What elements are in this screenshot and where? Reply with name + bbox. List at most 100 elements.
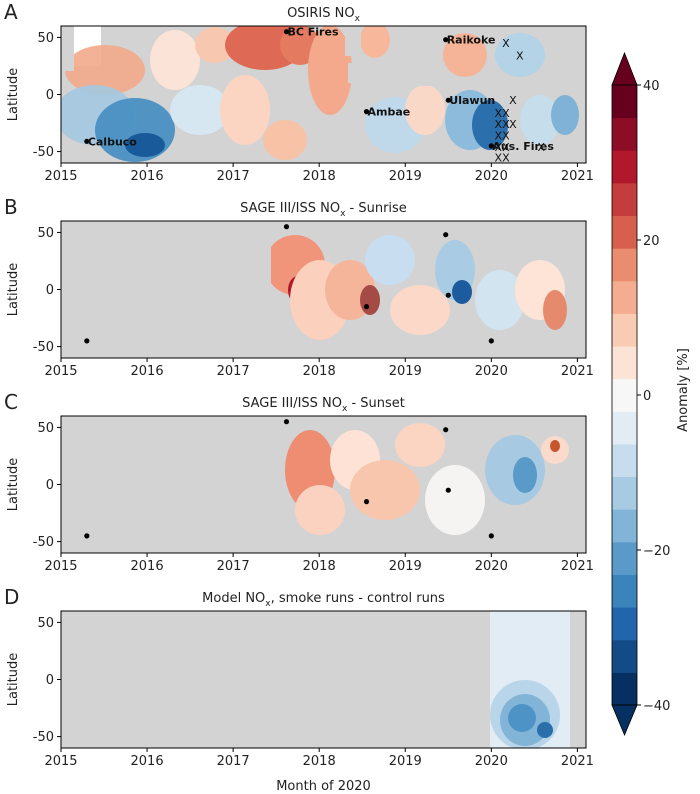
x-axis-label: Month of 2020: [276, 779, 371, 794]
x-marker: X: [494, 151, 502, 164]
panel-a-anomaly-field: [61, 26, 579, 162]
event-marker: [443, 37, 449, 43]
event-marker: [488, 338, 494, 344]
event-marker: [84, 338, 90, 344]
x-tick-label: 2020: [475, 169, 508, 184]
x-tick-label: 2021: [561, 169, 594, 184]
colorbar-segment: [612, 280, 637, 314]
panel-c-anomaly-field: [61, 416, 586, 553]
event-marker: [488, 143, 494, 149]
event-label: Raikoke: [447, 34, 496, 47]
colorbar-segment: [612, 541, 637, 575]
events-layer: Calbuco BC Fires Ambae Raikoke Ulawun Aus. Fi…: [84, 26, 554, 539]
event-label: Ulawun: [449, 94, 495, 107]
colorbar-segment: [612, 117, 637, 151]
colorbar-segment: [612, 411, 637, 445]
panel-letter-d: D: [4, 585, 19, 609]
y-tick-label: -50: [33, 145, 54, 160]
x-tick-label: 2019: [389, 169, 422, 184]
x-tick-label: 2018: [303, 754, 336, 769]
x-marker: X: [494, 118, 502, 131]
x-tick-label: 2015: [44, 754, 77, 769]
colorbar-segment: [612, 574, 637, 608]
y-tick-label: 0: [46, 673, 54, 688]
event-marker: [363, 109, 370, 115]
y-tick-label: -50: [33, 340, 54, 355]
colorbar-segment: [612, 346, 637, 380]
event-marker: [445, 292, 451, 298]
y-tick-label: 50: [37, 226, 54, 241]
panel-a-title: OSIRIS NOx: [287, 6, 361, 24]
event-marker: [84, 138, 90, 144]
event-label: Aus. Fires: [492, 140, 554, 153]
event-marker: [488, 533, 494, 539]
colorbar-segment: [612, 182, 637, 217]
x-marker: X: [494, 141, 502, 154]
event-marker: [363, 499, 370, 505]
event-marker: [283, 29, 290, 35]
y-tick-label: 50: [37, 616, 54, 631]
colorbar-segment: [612, 476, 637, 510]
panel-b-title: SAGE III/ISS NOx - Sunrise: [240, 201, 407, 219]
y-axis-label: Latitude: [6, 653, 21, 707]
colorbar: 40 20 0 −20 −40: [611, 51, 670, 737]
y-axis-label: Latitude: [6, 263, 21, 317]
event-marker: [443, 232, 449, 238]
colorbar-tick-label: −40: [643, 699, 670, 714]
y-tick-label: -50: [33, 535, 54, 550]
x-tick-label: 2018: [303, 364, 336, 379]
x-tick-label: 2019: [389, 559, 422, 574]
colorbar-segment: [612, 639, 637, 673]
x-marker: X: [502, 130, 510, 143]
colorbar-bottom-extension: [611, 704, 638, 737]
panel-b-anomaly-field: [61, 221, 586, 358]
colorbar-label: Anomaly [%]: [676, 348, 691, 432]
x-tick-label: 2018: [303, 169, 336, 184]
x-tick-label: 2016: [131, 754, 164, 769]
colorbar-segment: [612, 248, 637, 282]
x-tick-label: 2017: [217, 169, 250, 184]
event-marker: [363, 304, 370, 310]
colorbar-segment: [612, 607, 637, 641]
x-tick-label: 2016: [131, 169, 164, 184]
panel-c-title: SAGE III/ISS NOx - Sunset: [242, 396, 405, 414]
x-marker: X: [494, 130, 502, 143]
y-axis-label: Latitude: [6, 68, 21, 122]
x-tick-label: 2017: [217, 559, 250, 574]
x-tick-label: 2017: [217, 364, 250, 379]
panel-d-anomaly-field: [490, 611, 570, 748]
colorbar-segment: [612, 313, 637, 347]
event-label: BC Fires: [287, 26, 338, 39]
y-axis-label: Latitude: [6, 458, 21, 512]
x-marker: X: [502, 141, 510, 154]
x-tick-label: 2015: [44, 364, 77, 379]
event-marker: [283, 419, 290, 425]
colorbar-segment: [612, 150, 637, 184]
panel-d-title: Model NOx, smoke runs - control runs: [202, 591, 445, 609]
x-tick-label: 2015: [44, 559, 77, 574]
event-marker: [84, 533, 90, 539]
x-tick-label: 2016: [131, 559, 164, 574]
y-tick-label: 50: [37, 31, 54, 46]
x-tick-label: 2018: [303, 559, 336, 574]
x-tick-label: 2017: [217, 754, 250, 769]
x-marker: X: [494, 107, 502, 120]
event-marker: [283, 224, 290, 230]
panel-letter-c: C: [4, 390, 18, 414]
x-marker: X: [502, 151, 510, 164]
x-tick-label: 2021: [561, 364, 594, 379]
y-tick-label: -50: [33, 730, 54, 745]
event-label: Ambae: [368, 106, 411, 119]
x-marker: X: [509, 118, 517, 131]
x-tick-label: 2021: [561, 559, 594, 574]
x-marker: X: [509, 94, 517, 107]
colorbar-segment: [612, 443, 637, 478]
panel-letter-b: B: [4, 195, 18, 219]
colorbar-segment: [612, 215, 637, 249]
colorbar-tick-label: 0: [643, 389, 651, 404]
x-tick-label: 2016: [131, 364, 164, 379]
x-marker: X: [537, 141, 545, 154]
x-tick-label: 2021: [561, 754, 594, 769]
colorbar-segment: [612, 672, 637, 706]
x-tick-label: 2020: [475, 559, 508, 574]
